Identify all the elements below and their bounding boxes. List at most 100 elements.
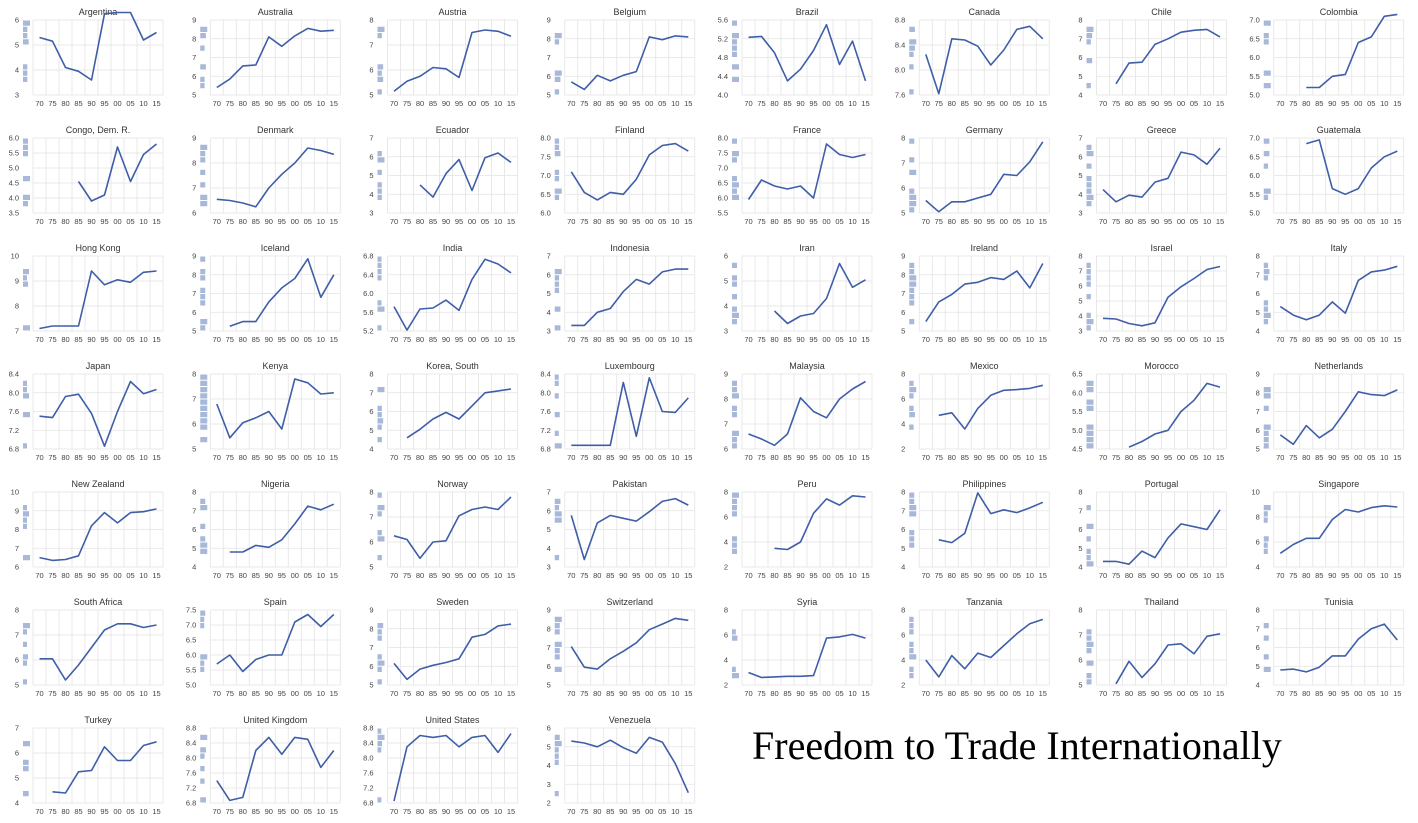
y-tick-label: 8.0	[540, 388, 550, 397]
y-tick-label: 8	[547, 624, 551, 633]
x-tick-label: 00	[113, 217, 121, 226]
x-tick-label: 85	[783, 335, 791, 344]
x-tick-label: 85	[1315, 335, 1323, 344]
distribution-bar	[23, 26, 28, 32]
main-title: Freedom to Trade Internationally	[752, 723, 1282, 768]
x-tick-label: 10	[317, 807, 325, 816]
x-tick-label: 75	[580, 571, 588, 580]
distribution-bar	[909, 89, 914, 95]
y-tick-label: 6	[192, 525, 196, 534]
x-tick-label: 85	[1315, 453, 1323, 462]
x-tick-label: 10	[1380, 689, 1388, 698]
distribution-bar	[554, 666, 562, 672]
x-tick-label: 70	[1099, 571, 1107, 580]
x-tick-label: 75	[48, 335, 56, 344]
y-tick-label: 8	[15, 302, 19, 311]
x-tick-label: 90	[87, 217, 95, 226]
x-tick-label: 15	[152, 99, 160, 108]
x-tick-label: 70	[567, 689, 575, 698]
distribution-bar	[554, 380, 559, 386]
series-line	[571, 736, 690, 794]
x-tick-label: 15	[684, 335, 692, 344]
panel-title: Iran	[799, 243, 815, 253]
x-tick-label: 15	[330, 217, 338, 226]
x-tick-label: 90	[619, 571, 627, 580]
y-tick-label: 4	[547, 544, 551, 553]
x-tick-label: 05	[1190, 217, 1198, 226]
x-tick-label: 80	[416, 99, 424, 108]
distribution-bar	[1263, 548, 1268, 554]
distribution-bar	[377, 405, 382, 411]
x-tick-label: 05	[126, 335, 134, 344]
distribution-bar	[377, 70, 382, 76]
distribution-bar	[554, 194, 560, 200]
y-tick-label: 6.8	[363, 252, 373, 261]
x-tick-label: 90	[265, 453, 273, 462]
distribution-bar	[554, 269, 562, 275]
x-tick-label: 80	[416, 689, 424, 698]
y-tick-label: 5	[192, 445, 196, 454]
x-tick-label: 95	[455, 99, 463, 108]
distribution-bar	[377, 26, 385, 32]
panel-australia: Australia 5 6 7 8 9 70 75 80 85 90 95 00 05 10 15	[192, 7, 341, 108]
panel-title: Ecuador	[436, 125, 470, 135]
x-tick-label: 70	[922, 217, 930, 226]
x-tick-label: 70	[390, 453, 398, 462]
y-tick-label: 6	[369, 66, 373, 75]
y-tick-label: 6	[1078, 525, 1082, 534]
x-tick-label: 70	[35, 99, 43, 108]
x-tick-label: 00	[113, 453, 121, 462]
distribution-bar	[1263, 666, 1271, 672]
panel-united-kingdom: United Kingdom 6.8 7.2 7.6 8.0 8.4 8.8 70 75 80 85…	[186, 715, 341, 816]
x-tick-label: 85	[961, 217, 969, 226]
x-tick-label: 75	[935, 453, 943, 462]
x-tick-label: 10	[494, 217, 502, 226]
x-tick-label: 90	[1328, 217, 1336, 226]
y-tick-label: 7	[192, 53, 196, 62]
distribution-bar	[200, 405, 208, 411]
x-tick-label: 70	[922, 689, 930, 698]
y-tick-label: 10	[11, 488, 19, 497]
distribution-bar	[377, 747, 382, 753]
distribution-bar	[377, 629, 382, 635]
x-tick-label: 10	[671, 99, 679, 108]
y-tick-label: 6	[901, 308, 905, 317]
y-tick-label: 9	[15, 277, 19, 286]
distribution-bar	[1263, 654, 1269, 660]
x-tick-label: 00	[468, 689, 476, 698]
x-tick-label: 15	[684, 453, 692, 462]
y-tick-label: 5	[192, 544, 196, 553]
x-tick-label: 05	[1367, 453, 1375, 462]
distribution-bar	[377, 33, 382, 39]
y-tick-label: 4	[192, 563, 196, 572]
y-tick-label: 4	[1256, 681, 1260, 690]
y-tick-label: 7.6	[186, 769, 196, 778]
x-tick-label: 80	[1125, 689, 1133, 698]
panel-south-africa: South Africa 5 6 7 8 70 75 80 85 90 95 00 05 10 15	[15, 597, 164, 698]
panel-philippines: Philippines 4 5 6 7 8 70 75 80 85 90 95 00 05 10 15	[901, 479, 1050, 580]
x-tick-label: 80	[593, 335, 601, 344]
x-tick-label: 80	[948, 335, 956, 344]
y-tick-label: 7	[901, 289, 905, 298]
distribution-bar	[1086, 188, 1092, 194]
distribution-bar	[554, 511, 562, 517]
series-line	[925, 25, 1044, 95]
panel-title: Peru	[797, 479, 816, 489]
x-tick-label: 90	[87, 99, 95, 108]
panel-luxembourg: Luxembourg 6.8 7.2 7.6 8.0 8.4 70 75 80 85 90 95 00 0…	[540, 361, 696, 462]
y-tick-label: 10	[11, 252, 19, 261]
panel-title: Korea, South	[426, 361, 479, 371]
distribution-bar	[554, 741, 562, 747]
x-tick-label: 85	[783, 453, 791, 462]
x-tick-label: 05	[126, 571, 134, 580]
x-tick-label: 00	[113, 807, 121, 816]
x-tick-label: 15	[1039, 571, 1047, 580]
x-tick-label: 75	[757, 453, 765, 462]
panel-germany: Germany 5 6 7 8 70 75 80 85 90 95 00 05 10 15	[901, 125, 1050, 226]
y-tick-label: 7	[901, 159, 905, 168]
x-tick-label: 95	[632, 689, 640, 698]
x-tick-label: 85	[429, 571, 437, 580]
distribution-bar	[1263, 194, 1269, 200]
y-tick-label: 4	[1078, 312, 1082, 321]
